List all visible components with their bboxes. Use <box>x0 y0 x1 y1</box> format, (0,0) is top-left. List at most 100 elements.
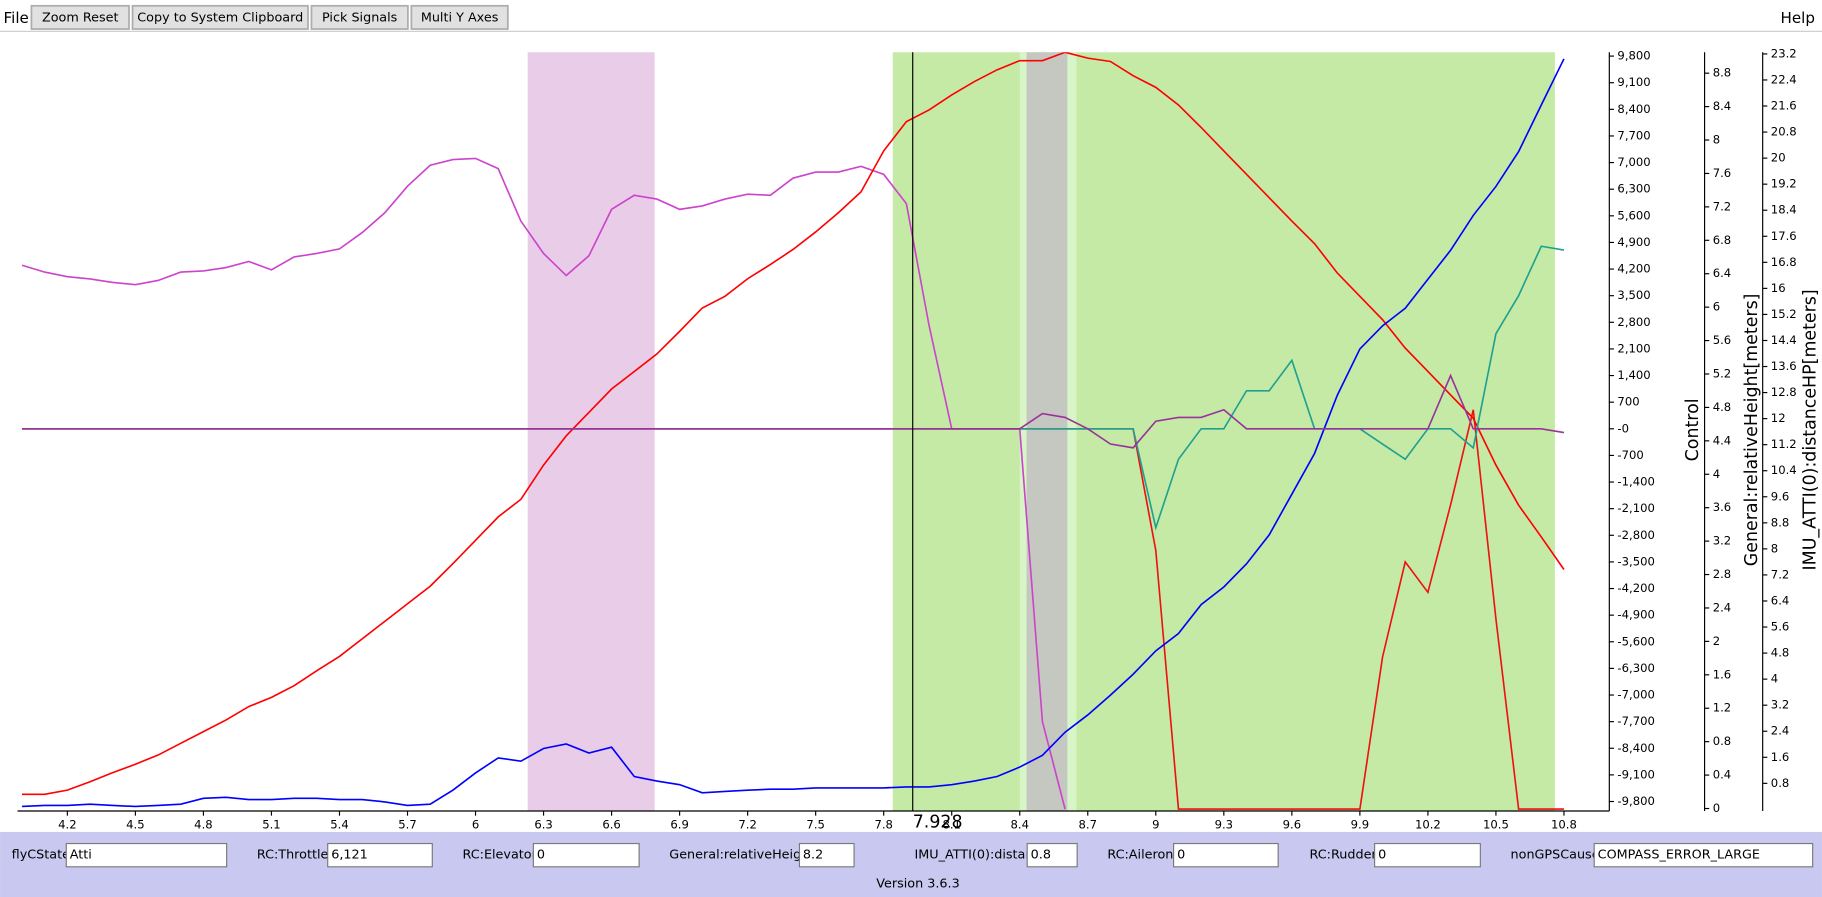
x-tick-label: 10.5 <box>1483 817 1509 831</box>
y3-tick-label: 14.4 <box>1771 333 1797 347</box>
x-tick-label: 6.9 <box>670 817 688 831</box>
y3-tick-label: 4.8 <box>1771 646 1789 660</box>
y3-tick-label: 17.6 <box>1771 229 1797 243</box>
y-tick-label: 4,200 <box>1617 262 1650 276</box>
status-value[interactable]: 0.8 <box>1031 848 1051 863</box>
status-field[interactable] <box>1026 842 1078 868</box>
y-tick-label: 8,400 <box>1617 102 1650 116</box>
y3-tick-label: 8.8 <box>1771 515 1789 529</box>
x-tick-label: 10.2 <box>1415 817 1441 831</box>
y2-tick-label: 2.4 <box>1713 600 1731 614</box>
series-line <box>21 58 1565 808</box>
y3-tick-label: 11.2 <box>1771 437 1797 451</box>
y3-tick-label: 18.4 <box>1771 203 1797 217</box>
y3-tick-label: 20 <box>1771 151 1786 165</box>
status-value[interactable]: 0 <box>537 848 545 863</box>
y-tick-label: -700 <box>1617 448 1643 462</box>
y2-tick-label: 3.6 <box>1713 500 1731 514</box>
status-field[interactable] <box>327 842 433 868</box>
menu-file[interactable]: File <box>4 9 29 27</box>
status-label: General:relativeHeight <box>669 848 814 863</box>
y2-tick-label: 2 <box>1713 634 1720 648</box>
toolbar-button[interactable] <box>410 4 509 30</box>
status-value[interactable]: Atti <box>70 848 92 863</box>
x-tick-label: 5.1 <box>262 817 280 831</box>
status-field[interactable] <box>1173 842 1279 868</box>
y-tick-label: -5,600 <box>1617 634 1654 648</box>
y3-tick-label: 22.4 <box>1771 72 1797 86</box>
status-value[interactable]: 6,121 <box>331 848 368 863</box>
y3-tick-label: 2.4 <box>1771 724 1789 738</box>
toolbar-button-label[interactable]: Copy to System Clipboard <box>137 11 303 26</box>
y2-tick-label: 5.6 <box>1713 333 1731 347</box>
x-tick-label: 5.7 <box>398 817 416 831</box>
status-value[interactable]: 0 <box>1378 848 1386 863</box>
y-tick-label: 7,000 <box>1617 155 1650 169</box>
y2-tick-label: 4.8 <box>1713 400 1731 414</box>
x-tick-label: 9.3 <box>1215 817 1233 831</box>
y-tick-label: 7,700 <box>1617 128 1650 142</box>
toolbar-button[interactable] <box>310 4 409 30</box>
y3-tick-label: 21.6 <box>1771 99 1797 113</box>
toolbar-button-label[interactable]: Pick Signals <box>322 11 398 26</box>
toolbar-button-label[interactable]: Zoom Reset <box>42 11 119 26</box>
x-tick-label: 10.8 <box>1551 817 1577 831</box>
toolbar-button[interactable] <box>131 4 309 30</box>
x-tick-label: 8.1 <box>942 817 960 831</box>
y3-tick-label: 9.6 <box>1771 489 1789 503</box>
y3-tick-label: 12.8 <box>1771 385 1797 399</box>
toolbar-button-label[interactable]: Multi Y Axes <box>421 11 499 26</box>
status-fields: flyCState Atti RC:Throttle 6,121 RC:Elevator… <box>12 842 1814 868</box>
y2-tick-label: 6.8 <box>1713 233 1731 247</box>
series-line <box>22 52 1565 796</box>
y3-tick-label: 10.4 <box>1771 463 1797 477</box>
x-tick-label: 4.5 <box>126 817 144 831</box>
y2-tick-label: 2.8 <box>1713 567 1731 581</box>
y2-tick-label: 0 <box>1713 801 1720 815</box>
y-tick-label: -0 <box>1617 421 1629 435</box>
y-tick-label: 2,800 <box>1617 315 1650 329</box>
y-tick-label: 9,800 <box>1617 49 1650 63</box>
y2-tick-label: 8.8 <box>1713 66 1731 80</box>
y-tick-label: -9,100 <box>1617 767 1654 781</box>
status-field[interactable] <box>1593 842 1814 868</box>
status-field[interactable] <box>532 842 640 868</box>
y-tick-label: 700 <box>1617 395 1639 409</box>
status-value[interactable]: COMPASS_ERROR_LARGE <box>1598 848 1760 863</box>
y2-tick-label: 3.2 <box>1713 534 1731 548</box>
status-value[interactable]: 8.2 <box>803 848 823 863</box>
y3-tick-label: 13.6 <box>1771 359 1797 373</box>
status-field[interactable] <box>798 842 855 868</box>
y3-tick-label: 7.2 <box>1771 567 1789 581</box>
status-field[interactable] <box>65 842 228 868</box>
x-tick-label: 6.3 <box>534 817 552 831</box>
toolbar-button[interactable] <box>30 4 130 30</box>
y2-tick-label: 4.4 <box>1713 433 1731 447</box>
y3-tick-label: 23.2 <box>1771 46 1797 60</box>
cursor-label: 7.928 <box>913 813 963 833</box>
y-tick-label: -7,700 <box>1617 714 1654 728</box>
y3-tick-label: 0.8 <box>1771 776 1789 790</box>
x-tick-label: 9.6 <box>1283 817 1301 831</box>
status-field[interactable] <box>1374 842 1481 868</box>
menu-help[interactable]: Help <box>1781 9 1815 27</box>
x-tick-label: 6.6 <box>602 817 620 831</box>
y-tick-label: -1,400 <box>1617 475 1654 489</box>
y2-tick-label: 7.6 <box>1713 166 1731 180</box>
highlight-span <box>892 52 1555 812</box>
status-label: RC:Throttle <box>257 848 329 863</box>
y3-tick-label: 19.2 <box>1771 177 1797 191</box>
status-value[interactable]: 0 <box>1177 848 1185 863</box>
y2-tick-label: 0.8 <box>1713 734 1731 748</box>
y-tick-label: 9,100 <box>1617 75 1650 89</box>
y3-tick-label: 16.8 <box>1771 255 1797 269</box>
y-tick-label: -6,300 <box>1617 661 1654 675</box>
y-axis-title: Control <box>1683 398 1703 461</box>
y-tick-label: -4,900 <box>1617 608 1654 622</box>
status-label: nonGPSCause <box>1511 848 1600 863</box>
y-tick-label: -2,800 <box>1617 528 1654 542</box>
y2-tick-label: 6.4 <box>1713 266 1731 280</box>
y3-tick-label: 4 <box>1771 672 1778 686</box>
y3-tick-label: 15.2 <box>1771 307 1797 321</box>
